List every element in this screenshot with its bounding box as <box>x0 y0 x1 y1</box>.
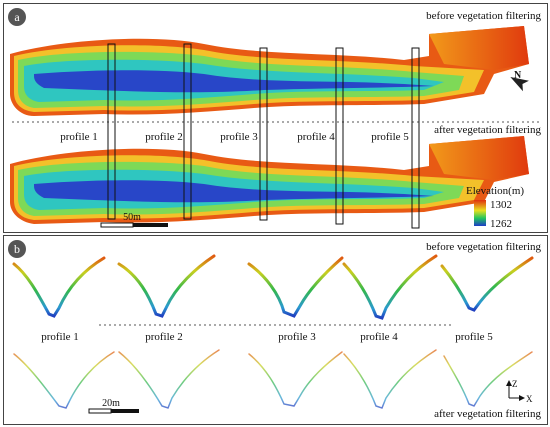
legend-max: 1302 <box>490 199 512 211</box>
profile-before-2 <box>117 254 216 318</box>
profile-after-4 <box>343 349 437 409</box>
panel-b-graphic: b before vegetation filtering profile 1 … <box>8 240 541 420</box>
profile-box-5 <box>411 47 420 229</box>
profiles-before <box>12 254 534 320</box>
profile-before-3 <box>247 256 344 318</box>
profile-b-label-4: profile 4 <box>360 331 398 343</box>
svg-text:b: b <box>14 242 20 256</box>
profile-label-4: profile 4 <box>297 131 335 143</box>
axis-x-label: X <box>526 394 533 404</box>
profile-label-1: profile 1 <box>60 131 98 143</box>
profile-after-5 <box>443 351 533 407</box>
panel-b: b before vegetation filtering profile 1 … <box>3 235 548 425</box>
axis-z-label: Z <box>512 379 518 389</box>
panel-b-badge: b <box>8 240 26 258</box>
elevation-legend: Elevation(m) 1302 1262 <box>466 185 524 230</box>
svg-text:20m: 20m <box>102 398 120 409</box>
profile-before-1 <box>12 256 106 318</box>
label-after-filtering-b: after vegetation filtering <box>434 408 541 420</box>
profile-b-label-5: profile 5 <box>455 331 493 343</box>
axis-indicator-icon: Z X <box>506 379 533 404</box>
svg-text:N: N <box>514 70 522 81</box>
profile-box-1 <box>107 43 116 220</box>
dem-after-filtering <box>10 136 529 224</box>
profile-boxes <box>107 43 420 229</box>
profile-label-3: profile 3 <box>220 131 258 143</box>
scale-bar-b: 20m <box>88 398 139 414</box>
svg-text:a: a <box>14 10 20 24</box>
svg-text:50m: 50m <box>123 212 141 223</box>
legend-min: 1262 <box>490 218 512 230</box>
profile-label-5: profile 5 <box>371 131 409 143</box>
profile-before-4 <box>342 254 438 320</box>
legend-title: Elevation(m) <box>466 185 524 197</box>
profile-box-4 <box>335 47 344 225</box>
scale-bar-a: 50m <box>100 212 168 228</box>
label-before-filtering-b: before vegetation filtering <box>426 241 541 253</box>
panel-a: a before vegetation filtering N after ve… <box>3 3 548 233</box>
panel-a-badge: a <box>8 8 26 26</box>
profile-b-label-3: profile 3 <box>278 331 316 343</box>
profile-after-3 <box>248 351 343 407</box>
label-before-filtering: before vegetation filtering <box>426 10 541 22</box>
profile-b-label-2: profile 2 <box>145 331 183 343</box>
north-arrow-icon: N <box>510 70 529 92</box>
profile-box-3 <box>259 47 268 221</box>
profile-before-5 <box>440 256 534 312</box>
label-after-filtering: after vegetation filtering <box>434 124 541 136</box>
profile-box-2 <box>183 43 192 220</box>
profile-label-2: profile 2 <box>145 131 183 143</box>
profile-after-2 <box>118 349 220 409</box>
dem-before-filtering <box>10 26 529 116</box>
profiles-after <box>13 349 533 409</box>
profile-b-label-1: profile 1 <box>41 331 79 343</box>
profile-after-1 <box>13 351 115 409</box>
panel-a-graphic: a before vegetation filtering N after ve… <box>8 8 541 230</box>
